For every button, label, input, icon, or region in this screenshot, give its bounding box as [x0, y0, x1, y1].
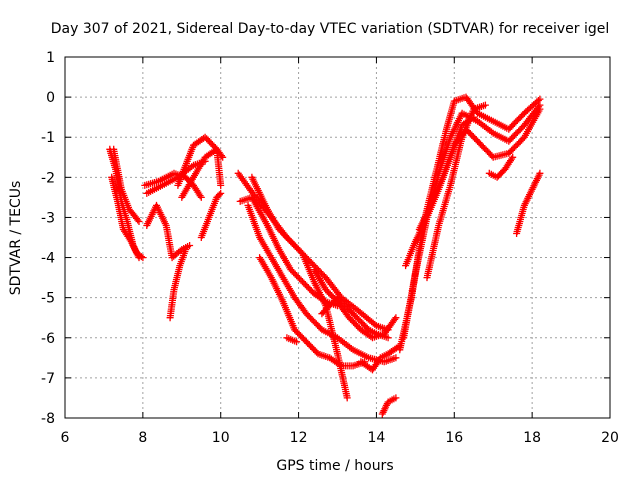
data-point [371, 320, 379, 328]
y-tick-label: -6 [41, 331, 55, 347]
data-point [281, 232, 289, 239]
series-sat-3 [110, 145, 143, 225]
data-point [392, 354, 400, 362]
x-tick-label: 8 [138, 430, 147, 446]
data-point [217, 189, 225, 197]
data-point [303, 254, 311, 262]
data-point [208, 141, 216, 149]
data-point [320, 297, 328, 304]
y-tick-label: -5 [41, 291, 55, 307]
y-tick-label: -4 [41, 251, 55, 267]
series-sat-26 [485, 153, 517, 181]
x-tick-label: 14 [368, 430, 386, 446]
y-tick-label: -1 [41, 130, 55, 146]
data-point [186, 242, 194, 249]
data-point [288, 239, 296, 247]
data-point [536, 95, 544, 103]
x-tick-label: 10 [212, 430, 230, 446]
data-point [347, 315, 355, 323]
data-point [392, 394, 400, 402]
chart-title: Day 307 of 2021, Sidereal Day-to-day VTE… [51, 21, 610, 37]
y-tick-label: -2 [41, 170, 55, 186]
y-tick-label: -3 [41, 210, 55, 226]
series-sat-9 [178, 145, 225, 201]
data-point [137, 253, 145, 261]
data-points [106, 93, 544, 418]
data-point [325, 289, 333, 297]
data-point [215, 191, 223, 199]
data-point [296, 275, 303, 283]
data-point [217, 181, 225, 189]
series-sat-18 [318, 294, 392, 342]
data-point [134, 216, 142, 224]
data-point [292, 327, 300, 335]
data-point [343, 394, 351, 402]
y-tick-label: 1 [46, 50, 55, 66]
series-sat-15 [256, 254, 369, 370]
x-tick-label: 18 [523, 430, 541, 446]
data-point [392, 314, 400, 322]
series-sat-14 [244, 201, 400, 366]
series-sat-6 [143, 201, 194, 262]
data-point [534, 97, 542, 104]
plot-frame [64, 56, 611, 419]
data-point [182, 246, 190, 253]
x-tick-label: 20 [601, 430, 619, 446]
series-sat-2 [108, 173, 147, 262]
data-point [288, 267, 296, 275]
data-point [296, 247, 303, 254]
data-point [293, 338, 301, 346]
data-point [536, 169, 544, 177]
y-tick-label: -8 [41, 411, 55, 427]
y-tick-label: 0 [46, 90, 55, 106]
data-point [197, 193, 205, 201]
x-tick-label: 12 [290, 430, 308, 446]
axis-ticks: 6 8 10 12 14 16 18 20 -8 -7 -6 -5 -4 -3 -2 -1 0 1 [41, 50, 619, 446]
data-point [139, 254, 147, 262]
series-sat-13 [248, 173, 392, 334]
data-point [354, 323, 362, 331]
series-sat-25 [423, 101, 489, 282]
series-sat-16 [283, 334, 301, 346]
series-sat-10 [197, 189, 225, 241]
data-point [481, 101, 489, 109]
data-point [536, 105, 544, 113]
y-tick-label: -7 [41, 371, 55, 387]
data-point [509, 153, 517, 161]
data-point [135, 218, 143, 225]
x-axis-label: GPS time / hours [276, 458, 393, 474]
data-point [391, 315, 399, 323]
y-axis-label: SDTVAR / TECUs [8, 181, 24, 296]
data-point [466, 130, 474, 138]
series-sat-24 [402, 113, 478, 270]
x-tick-label: 6 [61, 430, 70, 446]
data-point [299, 335, 307, 343]
series-sat-12 [236, 193, 341, 310]
series-sat-27 [513, 169, 544, 237]
series-sat-19 [357, 342, 404, 374]
series-sat-20 [378, 394, 400, 418]
series-sat-7 [166, 246, 190, 322]
data-point [201, 133, 209, 141]
data-point [303, 282, 311, 290]
data-point [307, 342, 315, 350]
data-point [384, 334, 392, 342]
x-tick-label: 16 [445, 430, 463, 446]
